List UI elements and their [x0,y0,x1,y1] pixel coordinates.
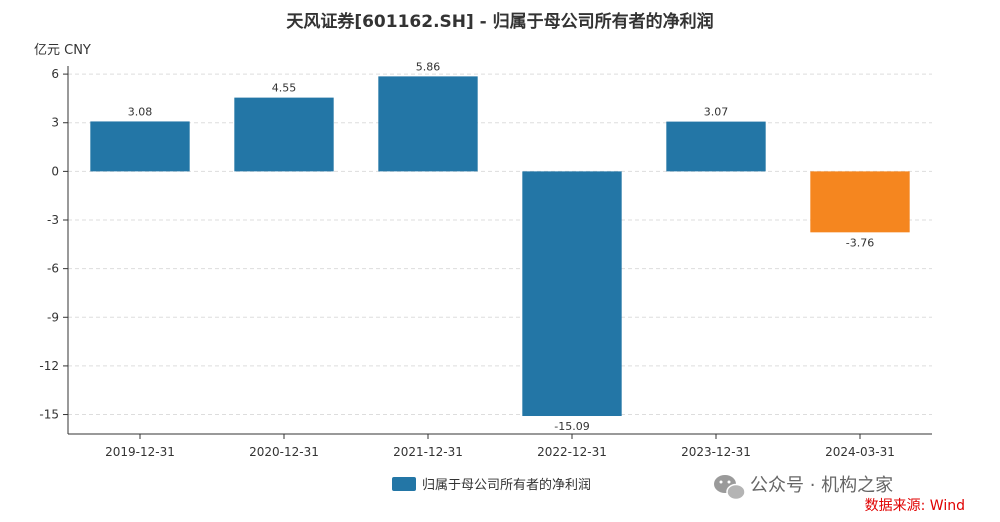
y-tick-label: -3 [47,213,59,227]
bar-2022-12-31[interactable] [522,171,622,417]
bar-2023-12-31[interactable] [666,121,766,172]
y-tick-label: 3 [51,116,59,130]
data-labels: 3.08 4.55 5.86 -15.09 3.07 -3.76 [128,60,874,433]
watermark: 公众号 · 机构之家 [714,475,893,501]
bar-2024-03-31[interactable] [810,171,910,233]
x-tick-label: 2022-12-31 [537,445,607,459]
data-label: -15.09 [554,420,589,433]
y-tick-label: -15 [39,408,59,422]
y-tick-label: -6 [47,262,59,276]
data-label: -3.76 [846,236,874,249]
y-ticks: 6 3 0 -3 -6 -9 -12 -15 [39,67,68,422]
data-source: 数据来源: Wind [865,498,965,514]
legend-swatch [392,477,416,491]
wechat-icon [714,475,746,501]
watermark-text: 公众号 · 机构之家 [750,475,893,496]
data-label: 5.86 [416,60,441,73]
y-unit-label: 亿元 CNY [34,43,91,58]
x-tick-label: 2020-12-31 [249,445,319,459]
y-tick-label: 0 [51,164,59,178]
y-tick-label: -12 [39,359,59,373]
axes [67,66,932,435]
bar-2019-12-31[interactable] [90,121,190,172]
bar-2021-12-31[interactable] [378,76,478,172]
x-tick-label: 2023-12-31 [681,445,751,459]
x-tick-label: 2024-03-31 [825,445,895,459]
chart-title: 天风证券[601162.SH] - 归属于母公司所有者的净利润 [286,11,713,32]
legend-label: 归属于母公司所有者的净利润 [422,477,591,493]
bars [90,76,910,417]
legend[interactable]: 归属于母公司所有者的净利润 [392,477,591,493]
data-label: 3.08 [128,105,153,118]
grid-lines [68,73,932,416]
x-tick-label: 2019-12-31 [105,445,175,459]
x-tick-label: 2021-12-31 [393,445,463,459]
y-tick-label: 6 [51,67,59,81]
y-tick-label: -9 [47,310,59,324]
x-ticks: 2019-12-31 2020-12-31 2021-12-31 2022-12-31… [105,434,895,459]
bar-2020-12-31[interactable] [234,97,334,172]
data-label: 4.55 [272,82,297,95]
data-label: 3.07 [704,106,729,119]
